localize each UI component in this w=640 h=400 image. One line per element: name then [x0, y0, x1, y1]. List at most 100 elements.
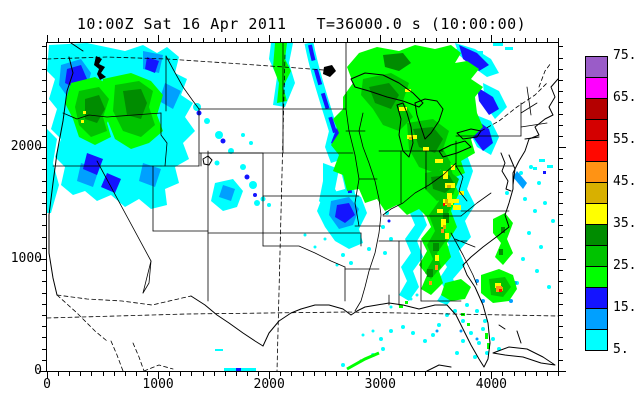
- x-axis-tick-label: 2000: [253, 377, 285, 392]
- latlon-gridlines-dashed: [47, 54, 558, 371]
- axis-tick: [102, 38, 104, 42]
- colorbar-cell: [585, 266, 608, 288]
- colorbar-cell: [585, 182, 608, 204]
- axis-tick: [559, 225, 563, 227]
- axis-tick: [180, 372, 182, 376]
- axis-tick: [246, 372, 248, 376]
- y-axis-tick-label: 2000: [10, 139, 42, 155]
- x-axis-tick-label: 1000: [142, 377, 174, 392]
- page-title: 10:00Z Sat 16 Apr 2011 T=36000.0 s (10:0…: [46, 15, 557, 33]
- axis-tick: [124, 38, 126, 42]
- axis-tick: [42, 113, 46, 115]
- axis-tick: [313, 38, 315, 42]
- axis-tick: [558, 372, 559, 376]
- colorbar-cell: [585, 140, 608, 162]
- colorbar-cell: [585, 98, 608, 120]
- axis-tick: [146, 38, 148, 42]
- axis-tick: [47, 35, 48, 42]
- axis-tick: [180, 38, 182, 42]
- axis-tick: [435, 372, 437, 376]
- axis-tick: [469, 372, 471, 376]
- colorbar-cell: [585, 287, 608, 309]
- axis-tick: [546, 372, 548, 376]
- axis-tick: [358, 372, 360, 376]
- axis-tick: [42, 57, 46, 59]
- axis-tick: [42, 348, 46, 350]
- colorbar-cell: [585, 245, 608, 267]
- title-valid-time: 10:00Z Sat 16 Apr 2011: [76, 15, 287, 33]
- axis-tick: [42, 292, 46, 294]
- axis-tick: [346, 372, 348, 376]
- axis-tick: [58, 372, 60, 376]
- axis-tick: [469, 38, 471, 42]
- axis-tick: [202, 372, 204, 376]
- colorbar-cell: [585, 308, 608, 330]
- axis-tick: [47, 372, 48, 379]
- axis-tick: [42, 337, 46, 339]
- axis-tick: [91, 372, 93, 376]
- axis-tick: [135, 372, 137, 376]
- axis-tick: [102, 372, 104, 376]
- y-axis-tick-label: 1000: [10, 251, 42, 267]
- map-svg: [47, 43, 558, 371]
- axis-tick: [291, 38, 293, 42]
- axis-tick: [559, 337, 563, 339]
- axis-tick: [42, 225, 46, 227]
- axis-tick: [380, 35, 382, 42]
- islands: [426, 324, 556, 371]
- axis-tick: [69, 372, 71, 376]
- colorbar-cell: [585, 224, 608, 246]
- axis-tick: [42, 191, 46, 193]
- great-lakes: [350, 72, 482, 158]
- axis-tick: [559, 203, 563, 205]
- axis-tick: [191, 38, 193, 42]
- axis-tick: [135, 38, 137, 42]
- axis-tick: [42, 203, 46, 205]
- axis-tick: [559, 169, 563, 171]
- axis-tick: [424, 38, 426, 42]
- axis-tick: [280, 372, 282, 376]
- axis-tick: [502, 38, 504, 42]
- axis-tick: [559, 91, 563, 93]
- axis-tick: [42, 180, 46, 182]
- axis-tick: [559, 359, 563, 361]
- axis-tick: [559, 326, 563, 328]
- axis-tick: [42, 359, 46, 361]
- axis-tick: [42, 214, 46, 216]
- x-axis-tick-label: 3000: [364, 377, 396, 392]
- axis-tick: [559, 113, 563, 115]
- colorbar-cell: [585, 203, 608, 225]
- axis-tick: [559, 303, 563, 305]
- axis-tick: [42, 236, 46, 238]
- axis-tick: [42, 46, 46, 48]
- axis-tick: [402, 372, 404, 376]
- axis-tick: [435, 38, 437, 42]
- axis-tick: [42, 247, 46, 249]
- axis-tick: [491, 372, 493, 379]
- axis-tick: [42, 68, 46, 70]
- axis-tick: [42, 135, 46, 137]
- axis-tick: [558, 38, 559, 42]
- axis-tick: [559, 214, 563, 216]
- axis-tick: [335, 38, 337, 42]
- ink-water-details: [94, 56, 516, 192]
- axis-tick: [458, 372, 460, 376]
- axis-tick: [559, 292, 563, 294]
- colorbar-cell: [585, 119, 608, 141]
- axis-tick: [480, 372, 482, 376]
- axis-tick: [42, 315, 46, 317]
- axis-tick: [391, 38, 393, 42]
- axis-tick: [158, 35, 160, 42]
- axis-tick: [502, 372, 504, 376]
- axis-tick: [213, 38, 215, 42]
- axis-tick: [559, 46, 563, 48]
- axis-tick: [559, 158, 563, 160]
- axis-tick: [42, 281, 46, 283]
- axis-tick: [39, 259, 46, 261]
- axis-tick: [535, 372, 537, 376]
- axis-tick: [458, 38, 460, 42]
- coastline: [48, 43, 558, 368]
- axis-tick: [58, 38, 60, 42]
- axis-tick: [42, 102, 46, 104]
